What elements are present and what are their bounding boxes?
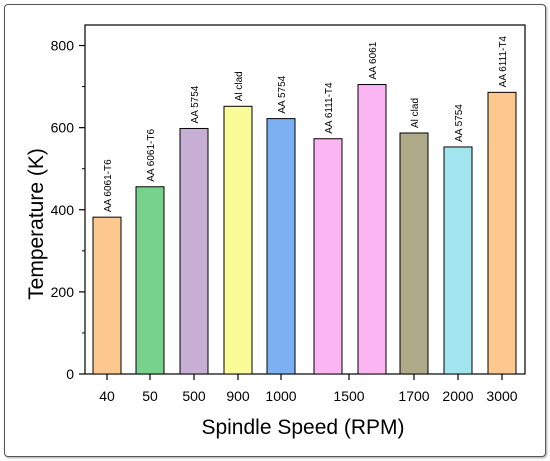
x-tick-label-50: 50 (142, 388, 158, 404)
bar-label-2: AA 5754 (190, 85, 201, 123)
y-tick-label-0: 0 (66, 366, 74, 382)
plot-border (84, 24, 526, 375)
y-tick-label-600: 600 (51, 120, 75, 136)
bar-3000-9 (487, 91, 517, 375)
bar-1000-4 (266, 118, 296, 375)
bar-label-9: AA 6111-T4 (498, 36, 509, 88)
bar-50-1 (135, 186, 165, 375)
bar-1700-7 (399, 132, 429, 375)
bar-2000-8 (443, 146, 473, 375)
x-axis-label: Spindle Speed (RPM) (201, 416, 404, 439)
y-ticks-group: 0 200 400 600 800 (51, 38, 85, 382)
bar-label-1: AA 6061-T6 (146, 129, 157, 182)
x-ticks-group: 40 50 500 900 1000 1500 1700 2000 3000 (99, 374, 518, 404)
bar-label-5: AA 6111-T4 (324, 82, 335, 134)
x-tick-label-1500: 1500 (333, 388, 364, 404)
bar-label-7: Al clad (410, 98, 421, 128)
x-tick-label-1000: 1000 (265, 388, 296, 404)
bar-labels-group: AA 6061-T6 AA 6061-T6 AA 5754 Al clad AA 575… (103, 36, 509, 213)
bar-1500-5 (313, 138, 343, 375)
x-tick-label-900: 900 (226, 388, 250, 404)
bar-label-4: AA 5754 (277, 75, 288, 113)
x-tick-label-1700: 1700 (398, 388, 429, 404)
bar-1500-6 (357, 84, 387, 375)
bar-40-0 (92, 216, 122, 375)
bar-900-3 (223, 105, 253, 375)
x-tick-label-3000: 3000 (486, 388, 517, 404)
y-tick-label-200: 200 (51, 284, 75, 300)
x-tick-label-500: 500 (182, 388, 206, 404)
bar-label-0: AA 6061-T6 (103, 159, 114, 212)
bar-label-3: Al clad (234, 71, 245, 101)
y-tick-label-400: 400 (51, 202, 75, 218)
bar-label-8: AA 5754 (454, 104, 465, 142)
y-tick-label-800: 800 (51, 38, 75, 54)
bar-500-2 (179, 127, 209, 375)
bar-label-6: AA 6061 (368, 41, 379, 79)
x-tick-label-2000: 2000 (442, 388, 473, 404)
bars-group (92, 84, 517, 375)
y-axis-label: Temperature (K) (25, 148, 48, 300)
plot-area (84, 24, 526, 375)
x-tick-label-40: 40 (99, 388, 115, 404)
